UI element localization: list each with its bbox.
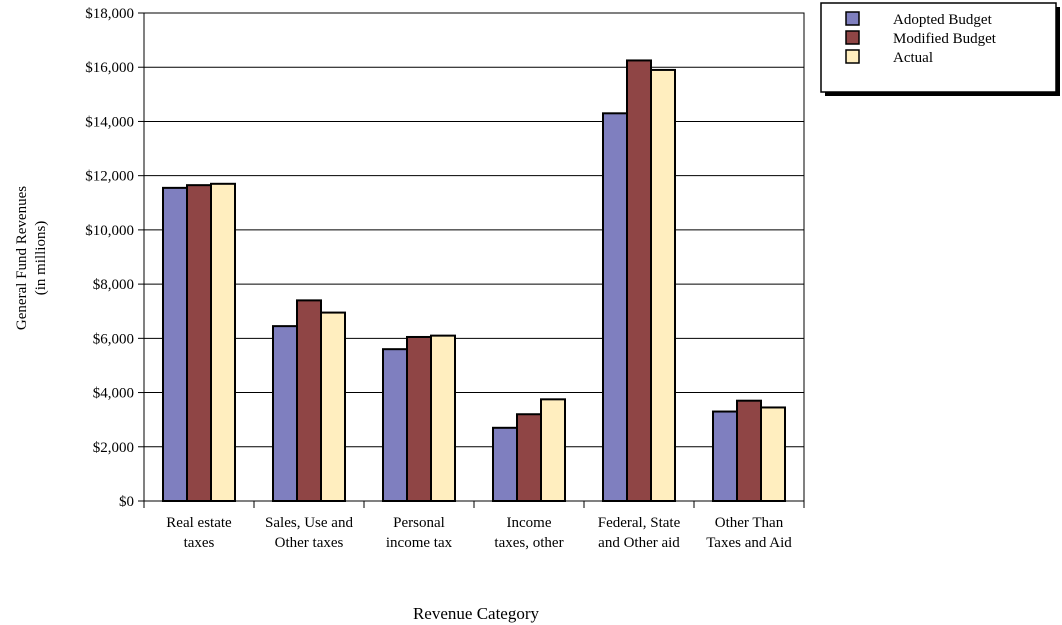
bar-adopted-budget — [492, 426, 518, 502]
legend-label: Actual — [893, 50, 933, 66]
y-tick-label: $2,000 — [93, 440, 134, 456]
bar-actual — [650, 68, 676, 503]
category-label: Sales, Use and — [265, 515, 353, 531]
gridlines — [144, 12, 804, 448]
y-axis-title-line1: General Fund Revenues — [14, 186, 30, 330]
legend-label: Modified Budget — [893, 31, 997, 47]
y-tick-label: $18,000 — [85, 6, 134, 22]
legend-swatch — [845, 11, 860, 26]
y-tick-label: $14,000 — [85, 114, 134, 130]
axes — [138, 12, 805, 508]
y-tick-label: $6,000 — [93, 331, 134, 347]
y-tick-label: $12,000 — [85, 169, 134, 185]
category-label: taxes — [184, 535, 215, 551]
bar-actual — [430, 334, 456, 502]
bar-actual — [210, 182, 236, 503]
y-tick-label: $4,000 — [93, 386, 134, 402]
bar-adopted-budget — [162, 186, 188, 502]
legend: Adopted Budget Modified Budget Actual — [820, 2, 1060, 96]
category-label: Personal — [393, 515, 445, 531]
bar-modified-budget — [736, 399, 762, 503]
bar-modified-budget — [186, 184, 212, 502]
bar-actual — [540, 398, 566, 503]
plot-frame — [143, 12, 805, 502]
category-label: Real estate — [166, 515, 232, 531]
category-label: taxes, other — [494, 535, 563, 551]
legend-swatch — [845, 30, 860, 45]
y-tick-label: $16,000 — [85, 60, 134, 76]
bar-actual — [320, 311, 346, 503]
legend-label: Adopted Budget — [893, 12, 993, 28]
category-labels: Real estate taxes Sales, Use and Other taxe… — [166, 515, 792, 551]
y-tick-label: $10,000 — [85, 223, 134, 239]
tick-labels: $0 $2,000 $4,000 $6,000 $8,000 $10,000 $12,000… — [85, 6, 134, 510]
category-label: and Other aid — [598, 535, 680, 551]
bars — [162, 59, 786, 503]
bar-adopted-budget — [712, 410, 738, 502]
bar-adopted-budget — [272, 325, 298, 502]
bar-modified-budget — [296, 299, 322, 502]
legend-items: Adopted Budget Modified Budget Actual — [845, 11, 997, 66]
category-label: Federal, State — [598, 515, 681, 531]
bar-modified-budget — [406, 335, 432, 502]
bar-actual — [760, 406, 786, 503]
category-label: Other taxes — [275, 535, 344, 551]
legend-box — [820, 2, 1057, 93]
category-label: Other Than — [715, 515, 784, 531]
bar-adopted-budget — [602, 112, 628, 503]
y-tick-label: $8,000 — [93, 277, 134, 293]
category-label: Income — [507, 515, 552, 531]
legend-swatch — [845, 49, 860, 64]
bar-modified-budget — [516, 413, 542, 502]
bar-modified-budget — [626, 59, 652, 502]
category-label: Taxes and Aid — [706, 535, 792, 551]
y-tick-label: $0 — [119, 494, 134, 510]
y-axis-title-line2: (in millions) — [33, 221, 49, 296]
bar-adopted-budget — [382, 348, 408, 502]
x-axis-title: Revenue Category — [413, 604, 540, 623]
category-label: income tax — [386, 535, 453, 551]
